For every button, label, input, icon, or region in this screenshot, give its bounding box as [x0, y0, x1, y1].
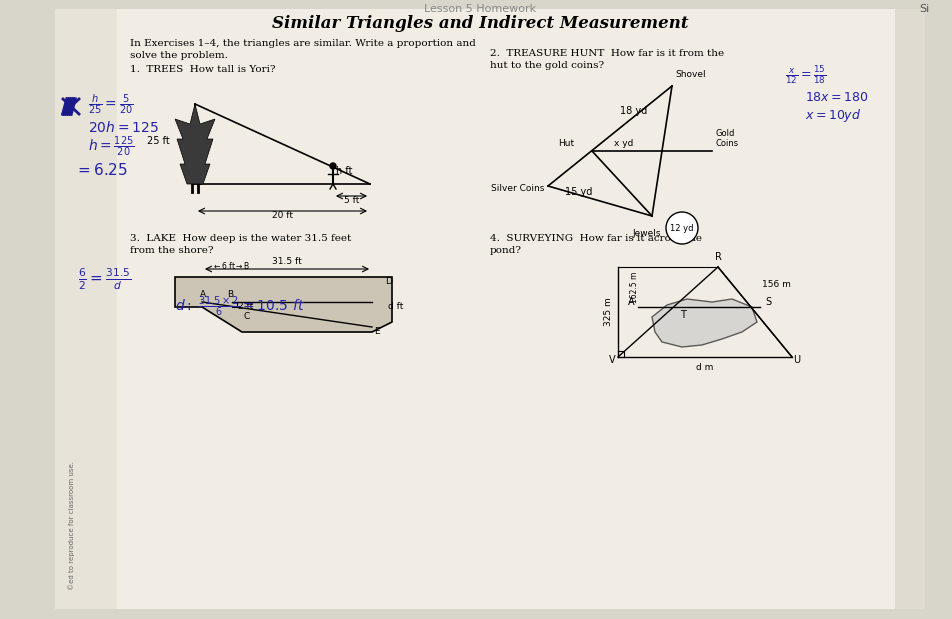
Text: 4.  SURVEYING  How far is it across the: 4. SURVEYING How far is it across the — [490, 234, 702, 243]
Text: V: V — [608, 355, 615, 365]
Text: pond?: pond? — [490, 246, 522, 255]
Text: T: T — [680, 310, 685, 320]
Text: B: B — [227, 290, 233, 299]
Circle shape — [330, 163, 336, 169]
Circle shape — [666, 212, 698, 244]
Text: C: C — [243, 312, 249, 321]
Text: 1.  TREES  How tall is Yori?: 1. TREES How tall is Yori? — [130, 65, 275, 74]
Polygon shape — [175, 104, 215, 184]
Text: E: E — [374, 327, 380, 336]
Text: R: R — [715, 252, 722, 262]
Text: Gold
Coins: Gold Coins — [715, 129, 738, 148]
Text: 20 ft: 20 ft — [272, 211, 293, 220]
Text: hut to the gold coins?: hut to the gold coins? — [490, 61, 605, 70]
Text: x yd: x yd — [614, 139, 633, 148]
Text: 12 yd: 12 yd — [670, 223, 694, 233]
Text: $\frac{x}{12}=\frac{15}{18}$: $\frac{x}{12}=\frac{15}{18}$ — [785, 64, 826, 86]
Text: D: D — [385, 277, 392, 286]
FancyBboxPatch shape — [895, 9, 925, 609]
Text: $d{:}\ \frac{31.5\times2}{6}=10.5\ ft$: $d{:}\ \frac{31.5\times2}{6}=10.5\ ft$ — [175, 295, 305, 319]
Text: 156 m: 156 m — [762, 280, 791, 289]
Text: from the shore?: from the shore? — [130, 246, 213, 255]
Text: $20h=125$: $20h=125$ — [88, 120, 159, 135]
Text: Silver Coins: Silver Coins — [490, 184, 544, 193]
Text: 2 ft: 2 ft — [238, 302, 253, 311]
Text: 18 yd: 18 yd — [620, 105, 647, 116]
Text: $\frac{6}{2}=\frac{31.5}{d}$: $\frac{6}{2}=\frac{31.5}{d}$ — [78, 267, 131, 292]
Text: A: A — [628, 297, 635, 307]
Text: 162.5 m: 162.5 m — [630, 271, 639, 303]
Text: A: A — [200, 290, 207, 299]
Text: 5 ft: 5 ft — [344, 196, 359, 205]
Text: 25 ft: 25 ft — [148, 136, 170, 146]
Text: S: S — [765, 297, 771, 307]
Text: Similar Triangles and Indirect Measurement: Similar Triangles and Indirect Measureme… — [271, 15, 688, 32]
Text: ©ed to reproduce for classroom use.: ©ed to reproduce for classroom use. — [68, 461, 74, 590]
Text: Si: Si — [920, 4, 930, 14]
Polygon shape — [652, 299, 757, 347]
FancyBboxPatch shape — [55, 9, 117, 609]
Polygon shape — [175, 277, 392, 332]
Text: $x=10yd$: $x=10yd$ — [805, 107, 862, 124]
Text: U: U — [793, 355, 801, 365]
FancyBboxPatch shape — [55, 9, 925, 609]
Text: 15 yd: 15 yd — [565, 187, 592, 197]
Text: Lesson 5 Homework: Lesson 5 Homework — [424, 4, 536, 14]
Text: solve the problem.: solve the problem. — [130, 51, 228, 60]
Text: $=6.25$: $=6.25$ — [75, 162, 128, 178]
Text: d ft: d ft — [388, 302, 404, 311]
Text: Jewels: Jewels — [633, 229, 662, 238]
Text: Hut: Hut — [558, 139, 574, 148]
Text: $h=\frac{125}{20}$: $h=\frac{125}{20}$ — [88, 134, 134, 158]
Text: 325 m: 325 m — [604, 298, 613, 326]
Text: In Exercises 1–4, the triangles are similar. Write a proportion and: In Exercises 1–4, the triangles are simi… — [130, 39, 476, 48]
Text: Shovel: Shovel — [675, 70, 705, 79]
Text: 2.  TREASURE HUNT  How far is it from the: 2. TREASURE HUNT How far is it from the — [490, 49, 724, 58]
Text: h ft: h ft — [336, 165, 352, 176]
Text: $\leftarrow$6 ft$\rightarrow$B: $\leftarrow$6 ft$\rightarrow$B — [212, 260, 250, 271]
Text: 3.  LAKE  How deep is the water 31.5 feet: 3. LAKE How deep is the water 31.5 feet — [130, 234, 351, 243]
Text: $\frac{h}{25}=\frac{5}{20}$: $\frac{h}{25}=\frac{5}{20}$ — [88, 92, 133, 116]
Text: d m: d m — [696, 363, 714, 372]
Text: 31.5 ft: 31.5 ft — [272, 257, 302, 266]
Text: $18x=180$: $18x=180$ — [805, 91, 868, 104]
